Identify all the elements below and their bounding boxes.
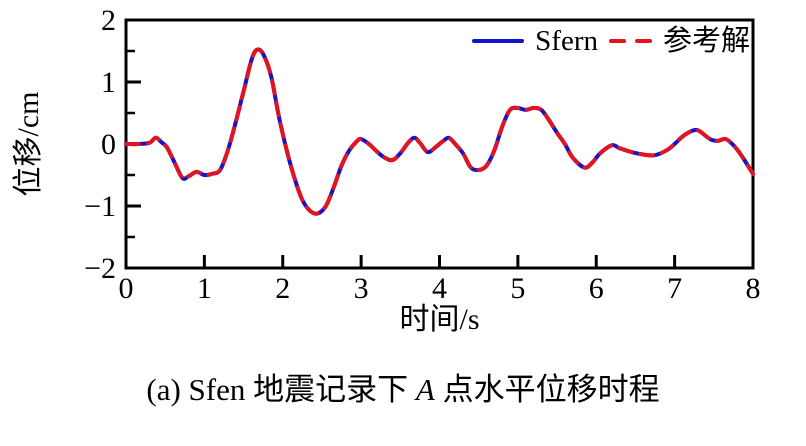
- series-sfern-line: [124, 47, 755, 216]
- x-tick-label: 1: [197, 272, 212, 305]
- x-tick-label: 5: [510, 272, 525, 305]
- x-tick-label: 0: [119, 272, 134, 305]
- legend-reference-label: 参考解: [662, 25, 750, 57]
- caption-prefix: (a) Sfen 地震记录下: [146, 372, 416, 407]
- y-tick-label: −2: [84, 252, 116, 285]
- y-tick-label: 2: [101, 4, 116, 37]
- series-reference-line: [124, 47, 755, 216]
- figure-caption: (a) Sfen 地震记录下 A 点水平位移时程: [0, 364, 806, 409]
- x-tick-label: 4: [432, 272, 447, 305]
- legend-sfern-line-sample: [472, 39, 525, 43]
- caption-point-label: A: [415, 372, 435, 407]
- legend-sfern-label: Sfern: [535, 25, 598, 57]
- x-axis-title: 时间/s: [399, 303, 480, 336]
- x-tick-label: 6: [589, 272, 604, 305]
- x-tick-label: 8: [746, 272, 761, 305]
- y-axis-title: 位移/cm: [12, 91, 45, 197]
- x-tick-label: 7: [667, 272, 682, 305]
- x-tick-label: 2: [275, 272, 290, 305]
- caption-suffix: 点水平位移时程: [434, 372, 660, 407]
- legend-reference-line-sample: [608, 39, 652, 43]
- y-tick-label: 0: [101, 128, 116, 161]
- y-tick-label: −1: [84, 190, 116, 223]
- chart-canvas: −2 −1 0 1 2 0 1 2 3 4 5 6 7 8: [84, 4, 761, 305]
- y-tick-label: 1: [101, 66, 116, 99]
- legend: Sfern 参考解: [472, 24, 750, 58]
- x-tick-label: 3: [354, 272, 369, 305]
